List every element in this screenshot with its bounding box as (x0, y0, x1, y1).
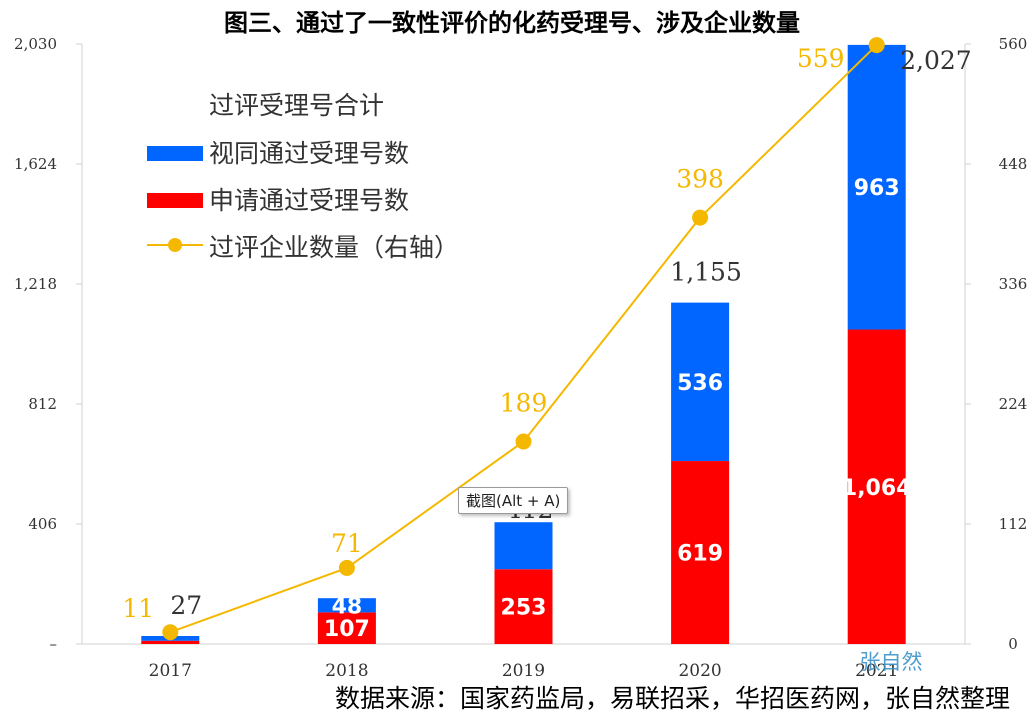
watermark-text: 张自然 (860, 650, 923, 674)
right-tick-label: 336 (999, 275, 1028, 293)
right-tick-label: 224 (999, 395, 1028, 413)
bar-value-label: 48 (332, 594, 363, 619)
total-value-label: 27 (170, 591, 202, 620)
total-value-label: 2,027 (900, 46, 972, 75)
x-tick-label: 2017 (149, 661, 192, 681)
right-tick-label: 0 (1008, 635, 1018, 653)
bar-blue (847, 44, 906, 330)
legend-totals-label: 过评受理号合计 (209, 91, 384, 120)
line-value-label: 71 (331, 529, 363, 558)
total-value-label: 1,155 (670, 258, 742, 287)
legend-label-blue: 视同通过受理号数 (209, 139, 409, 168)
x-tick-label: 2020 (678, 661, 721, 681)
chart-title: 图三、通过了一致性评价的化药受理号、涉及企业数量 (224, 9, 800, 37)
right-tick-label: 112 (999, 515, 1028, 533)
line-value-label: 559 (797, 44, 845, 73)
line-point (515, 433, 532, 450)
right-tick-label: 560 (999, 35, 1028, 53)
line-point (162, 624, 179, 641)
line-value-label: 398 (676, 165, 724, 194)
line-point (692, 209, 709, 226)
legend-label-red: 申请通过受理号数 (209, 186, 409, 215)
bar-blue (671, 302, 730, 462)
legend: 过评受理号合计 视同通过受理号数 申请通过受理号数 过评企业数量（右轴） (147, 91, 459, 262)
bar-red (317, 612, 376, 644)
line-value-label: 189 (500, 389, 548, 418)
x-tick-label: 2018 (325, 661, 368, 681)
source-note: 数据来源：国家药监局，易联招采，华招医药网，张自然整理 (335, 684, 1010, 713)
bar-value-label: 619 (677, 542, 723, 567)
bar-red (141, 640, 200, 644)
left-tick-label: 406 (28, 515, 57, 533)
screenshot-tooltip: 截图(Alt + A) (458, 487, 569, 514)
line-point (338, 559, 355, 576)
left-tick-label: 1,218 (14, 275, 57, 293)
legend-swatch-red (147, 193, 203, 208)
x-tick-label: 2019 (502, 661, 545, 681)
bar-value-label: 1,064 (842, 476, 912, 501)
left-tick-label: – (50, 635, 58, 653)
x-tick-label: 2021 (855, 661, 898, 681)
line-point (868, 37, 885, 54)
bar-blue (317, 598, 376, 613)
left-tick-label: 812 (28, 395, 57, 413)
bar-blue (494, 522, 553, 570)
bar-red (847, 329, 906, 644)
bar-value-label: 963 (854, 176, 900, 201)
bar-value-label: 107 (324, 617, 370, 642)
bar-red (671, 461, 730, 644)
bar-red (494, 569, 553, 644)
left-tick-label: 1,624 (14, 155, 57, 173)
legend-line-marker (168, 238, 182, 252)
legend-label-line: 过评企业数量（右轴） (209, 233, 459, 262)
bar-value-label: 253 (501, 596, 547, 621)
legend-swatch-blue (147, 146, 203, 161)
bar-value-label: 536 (677, 371, 723, 396)
left-tick-label: 2,030 (14, 35, 57, 53)
line-value-label: 11 (122, 594, 154, 623)
right-tick-label: 448 (999, 155, 1028, 173)
